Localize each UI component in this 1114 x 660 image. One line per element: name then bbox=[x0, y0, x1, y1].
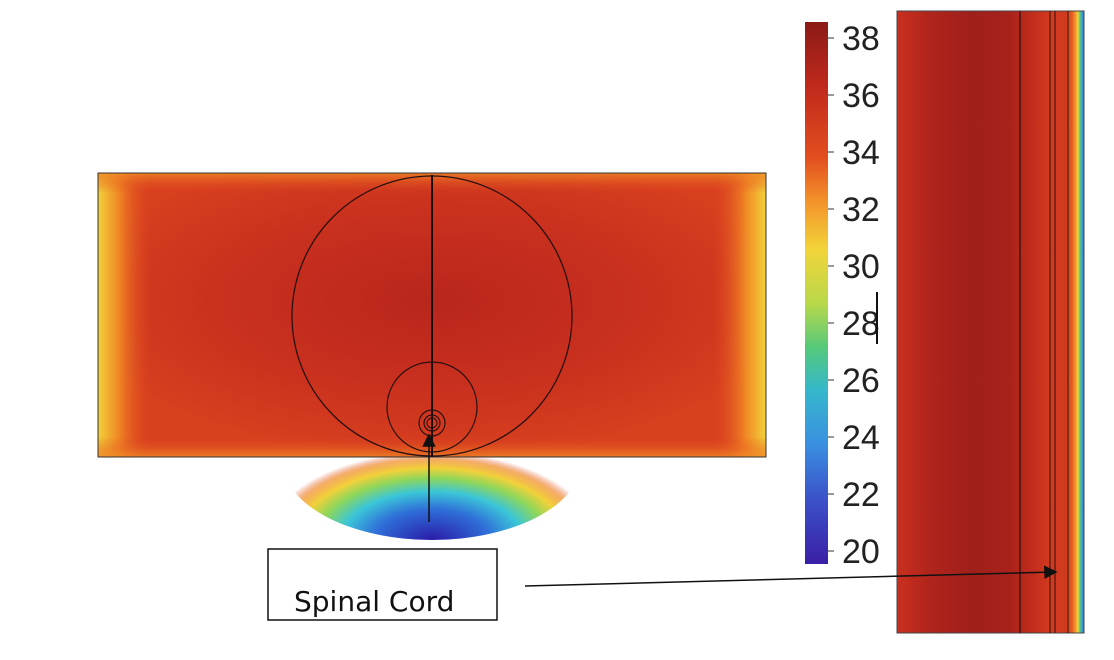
colorbar-tick-label: 20 bbox=[842, 533, 880, 571]
colorbar-tick-label: 34 bbox=[842, 134, 880, 172]
colorbar-tick-label: 36 bbox=[842, 77, 880, 115]
spinal-cord-callout: Spinal Cord bbox=[267, 433, 1058, 621]
arrow-to-longitudinal bbox=[524, 565, 1058, 587]
colorbar: 38 36 34 32 30 28 26 24 22 20 bbox=[805, 20, 880, 571]
spinal-cord-circle bbox=[423, 414, 441, 432]
colorbar-ticks bbox=[828, 37, 834, 552]
cold-region bbox=[282, 380, 582, 540]
callout-box bbox=[267, 548, 498, 621]
colorbar-tick-label: 24 bbox=[842, 419, 880, 457]
longitudinal-field bbox=[897, 11, 1084, 633]
callout-label: Spinal Cord bbox=[294, 585, 454, 618]
colorbar-tick-label: 38 bbox=[842, 20, 880, 58]
colorbar-ramp bbox=[805, 22, 828, 564]
colorbar-tick-label: 32 bbox=[842, 191, 880, 229]
cross-section-thermal-map bbox=[97, 172, 767, 540]
colorbar-tick-label: 26 bbox=[842, 362, 880, 400]
colorbar-tick-label: 28 bbox=[842, 305, 880, 343]
colorbar-tick-label: 22 bbox=[842, 476, 880, 514]
vertebra-outline-circle bbox=[386, 361, 478, 453]
colorbar-tick-labels: 38 36 34 32 30 28 26 24 22 20 bbox=[842, 20, 880, 571]
colorbar-tick-label: 30 bbox=[842, 248, 880, 286]
spinal-cord-inner-circle bbox=[426, 417, 438, 429]
longitudinal-border bbox=[896, 10, 1085, 634]
longitudinal-thermal-map bbox=[896, 10, 1085, 634]
